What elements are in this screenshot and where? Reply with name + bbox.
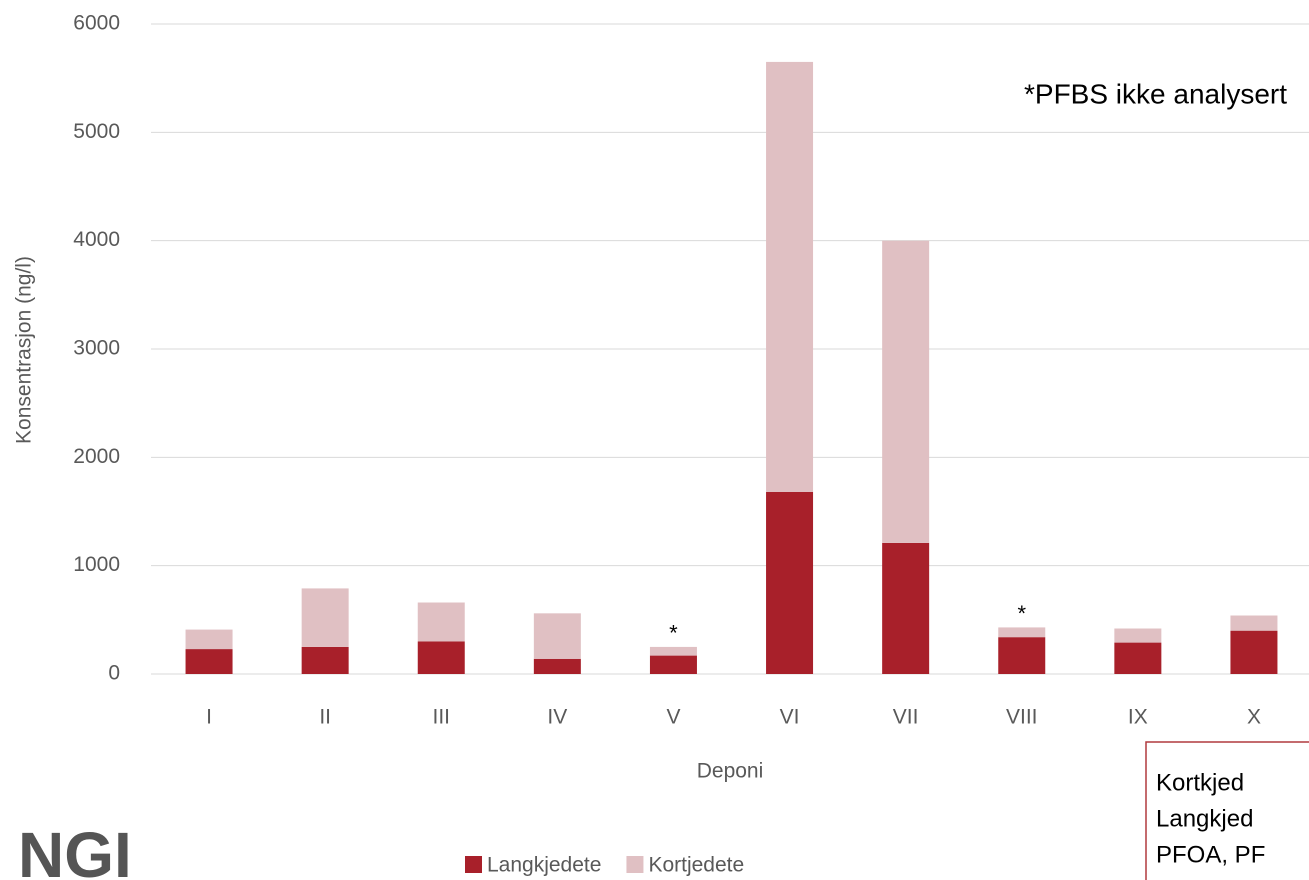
bar-segment (185, 649, 233, 674)
note: *PFBS ikke analysert (1024, 78, 1287, 109)
y-tick-label: 1000 (73, 553, 120, 576)
y-tick-label: 2000 (73, 445, 120, 468)
y-tick-label: 4000 (73, 228, 120, 251)
x-tick-label: IX (1128, 706, 1148, 729)
x-tick-label: III (432, 706, 450, 729)
y-axis-label: Konsentrasjon (ng/l) (13, 256, 36, 444)
bar-segment (766, 492, 814, 674)
info-box-text: PFOA, PF (1156, 841, 1265, 868)
x-tick-label: V (666, 706, 680, 729)
info-box (1145, 741, 1309, 880)
legend-label: Kortjedete (648, 854, 744, 877)
logo: NGI (18, 819, 132, 880)
bar-segment (882, 240, 930, 543)
y-tick-label: 5000 (73, 120, 120, 143)
x-axis-label: Deponi (697, 760, 764, 783)
annotation: * (1017, 601, 1026, 626)
x-tick-label: X (1247, 706, 1261, 729)
bar-segment (1230, 615, 1278, 631)
x-tick-label: VI (780, 706, 800, 729)
x-tick-label: VII (893, 706, 919, 729)
bar-segment (649, 655, 697, 674)
bar-segment (998, 627, 1046, 638)
legend-swatch (465, 856, 482, 873)
bar-segment (533, 613, 581, 659)
info-box-text: Kortkjed (1156, 769, 1244, 796)
info-box-text: Langkjed (1156, 805, 1253, 832)
x-tick-label: VIII (1006, 706, 1038, 729)
y-tick-label: 0 (108, 662, 120, 685)
bar-segment (301, 646, 349, 674)
legend-label: Langkjedete (487, 854, 601, 877)
y-tick-label: 3000 (73, 337, 120, 360)
bar-segment (185, 629, 233, 650)
x-tick-label: I (206, 706, 212, 729)
bar-segment (1230, 630, 1278, 674)
x-tick-label: II (319, 706, 331, 729)
y-tick-label: 6000 (73, 12, 120, 35)
annotation: * (669, 621, 678, 646)
bar-segment (1114, 642, 1162, 674)
bar-segment (417, 602, 465, 642)
bar-segment (882, 542, 930, 674)
bar-segment (301, 588, 349, 647)
bar-segment (417, 641, 465, 674)
x-tick-label: IV (547, 706, 567, 729)
bar-segment (1114, 628, 1162, 643)
bar-segment (533, 658, 581, 674)
bar-segment (998, 637, 1046, 674)
bar-segment (766, 61, 814, 493)
legend-swatch (626, 856, 644, 873)
bar-segment (649, 646, 697, 656)
